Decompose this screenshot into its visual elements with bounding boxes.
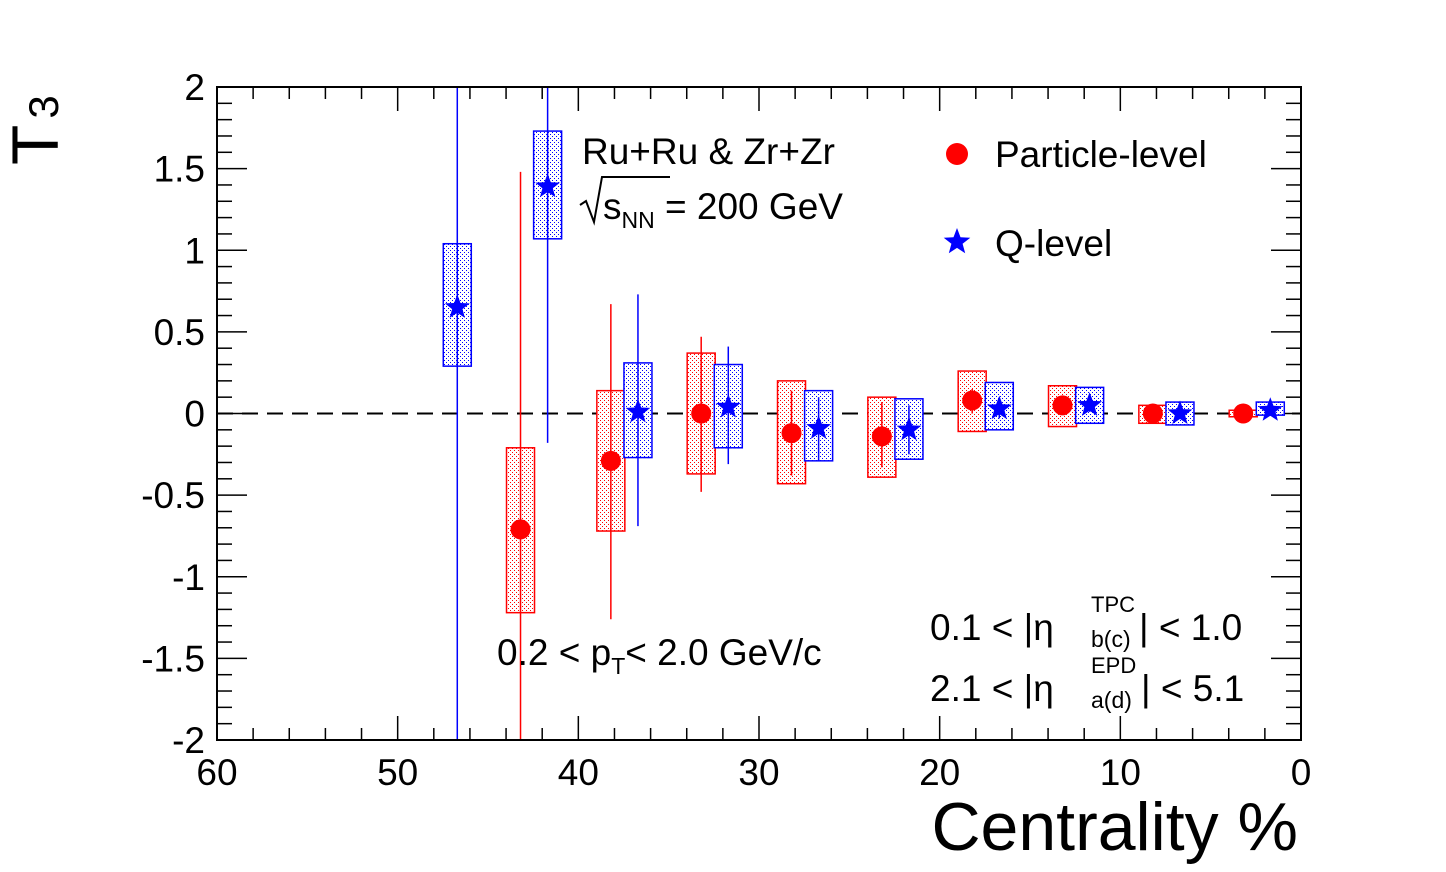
eta-tpc-label: 0.1 < |η TPC b(c) | < 1.0 [930,592,1242,652]
svg-text:0.1 < |η: 0.1 < |η [930,607,1054,648]
pt-range-label: 0.2 < pT< 2.0 GeV/c [497,632,822,679]
particle-level-point [1052,395,1073,416]
svg-text:| < 1.0: | < 1.0 [1139,607,1242,648]
energy-sub: NN [622,207,655,233]
x-tick-label: 40 [558,752,599,793]
q-level-point [896,416,922,441]
svg-text:sNN = 200 GeV: sNN = 200 GeV [603,186,843,233]
y-tick-label: -0.5 [141,475,205,516]
q-level-point [625,398,651,423]
y-tick-label: -2 [172,720,205,761]
particle-level-point [781,423,802,444]
x-tick-label: 50 [377,752,418,793]
y-axis-title-sub: 3 [20,95,67,118]
energy-s: s [603,186,622,227]
q-level-point [1077,392,1102,416]
legend-label-q: Q-level [995,223,1112,264]
y-axis-title: T3 [0,95,72,165]
legend-marker-q [943,228,971,254]
particle-level-point [962,390,983,411]
legend-marker-particle [946,143,968,165]
q-level-point [986,395,1012,420]
tick-labels: 60 50 40 30 20 10 0 2 1.5 1 0.5 0 -0.5 -1 -1.5 -2 [141,67,1311,793]
y-tick-label: 1.5 [154,149,205,190]
energy-label: sNN = 200 GeV [579,176,843,233]
x-tick-label: 30 [738,752,779,793]
sqrt-sign [579,176,670,226]
y-tick-label: 0 [184,394,205,435]
particle-level-point [1142,403,1163,424]
x-tick-label: 10 [1100,752,1141,793]
x-axis-title: Centrality % [931,789,1298,865]
energy-value: = 200 GeV [655,186,844,227]
y-tick-label: -1.5 [141,638,205,679]
particle-level-point [600,450,621,471]
data-points [442,87,1286,740]
y-tick-label: 0.5 [154,312,205,353]
q-level-point [715,394,741,418]
y-tick-label: -1 [172,557,205,598]
plot-frame [216,86,1302,741]
q-level-point [535,173,560,198]
y-axis-title-main: T [0,125,72,165]
legend-label-particle: Particle-level [995,134,1207,175]
x-tick-label: 0 [1291,752,1312,793]
q-level-point [444,294,470,318]
x-tick-label: 20 [919,752,960,793]
particle-level-point [510,519,531,540]
q-level-point [806,415,831,439]
svg-text:b(c): b(c) [1091,626,1131,652]
svg-text:2.1 < |η: 2.1 < |η [930,668,1054,709]
particle-level-point [691,403,712,424]
q-level-point [1167,400,1193,424]
particle-level-point [1233,403,1254,424]
y-tick-label: 1 [184,230,205,271]
q-level-point [1257,397,1283,421]
legend: Particle-level Q-level [943,134,1207,264]
svg-text:| < 5.1: | < 5.1 [1141,668,1244,709]
svg-text:TPC: TPC [1091,592,1135,617]
eta-epd-label: 2.1 < |η EPD a(d) | < 5.1 [930,653,1244,713]
collision-system-label: Ru+Ru & Zr+Zr [582,131,835,172]
x-tick-label: 60 [196,752,237,793]
svg-text:EPD: EPD [1091,653,1136,678]
particle-level-point [871,426,892,447]
svg-text:a(d): a(d) [1091,687,1132,713]
y-tick-label: 2 [184,67,205,108]
